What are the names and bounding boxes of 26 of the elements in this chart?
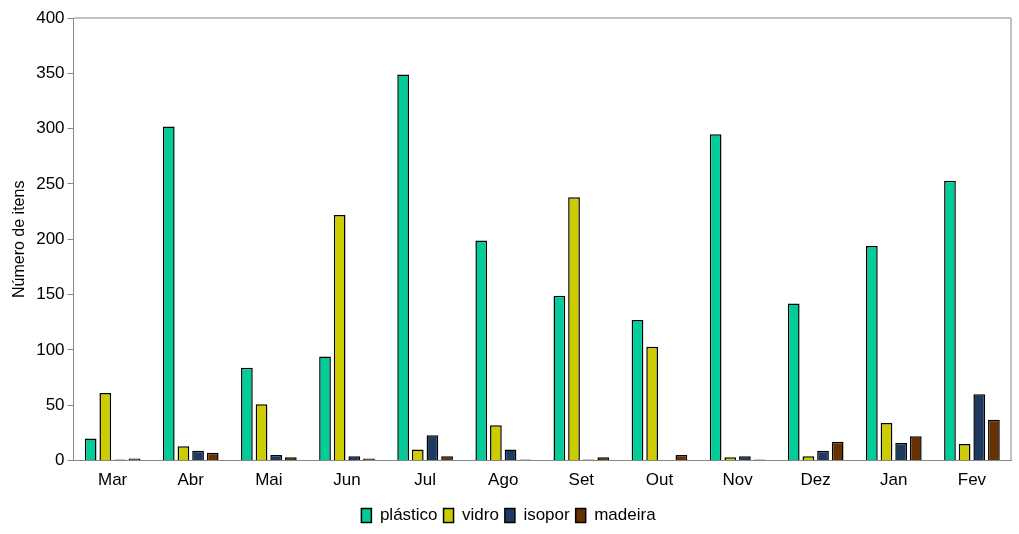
y-tick-label: 50 — [45, 394, 65, 414]
x-tick-label: Set — [568, 470, 595, 490]
x-tick-label: Jan — [880, 470, 908, 490]
y-tick-label: 400 — [36, 7, 65, 27]
x-tick-label: Abr — [177, 470, 205, 490]
y-tick-label: 350 — [36, 63, 65, 83]
x-tick-label: Dez — [800, 470, 831, 490]
legend-label: plástico — [379, 505, 438, 525]
y-tick-label: 100 — [36, 339, 65, 359]
x-tick-label: Jul — [414, 470, 436, 490]
y-tick-label: 0 — [55, 450, 65, 470]
y-tick-label: 250 — [36, 173, 65, 193]
legend-label: isopor — [523, 505, 571, 525]
y-tick-label: 300 — [36, 118, 65, 138]
x-tick-label: Fev — [957, 470, 987, 490]
legend-label: vidro — [462, 505, 499, 525]
y-axis-title: Número de itens — [10, 180, 28, 298]
y-tick-label: 200 — [36, 228, 65, 248]
x-tick-label: Nov — [722, 470, 754, 490]
y-tick-label: 150 — [36, 284, 65, 304]
x-tick-label: Ago — [488, 470, 519, 490]
x-tick-label: Out — [645, 470, 674, 490]
x-tick-label: Mar — [97, 470, 128, 490]
x-tick-label: Mai — [255, 470, 283, 490]
x-tick-label: Jun — [333, 470, 361, 490]
legend-label: madeira — [594, 505, 657, 525]
